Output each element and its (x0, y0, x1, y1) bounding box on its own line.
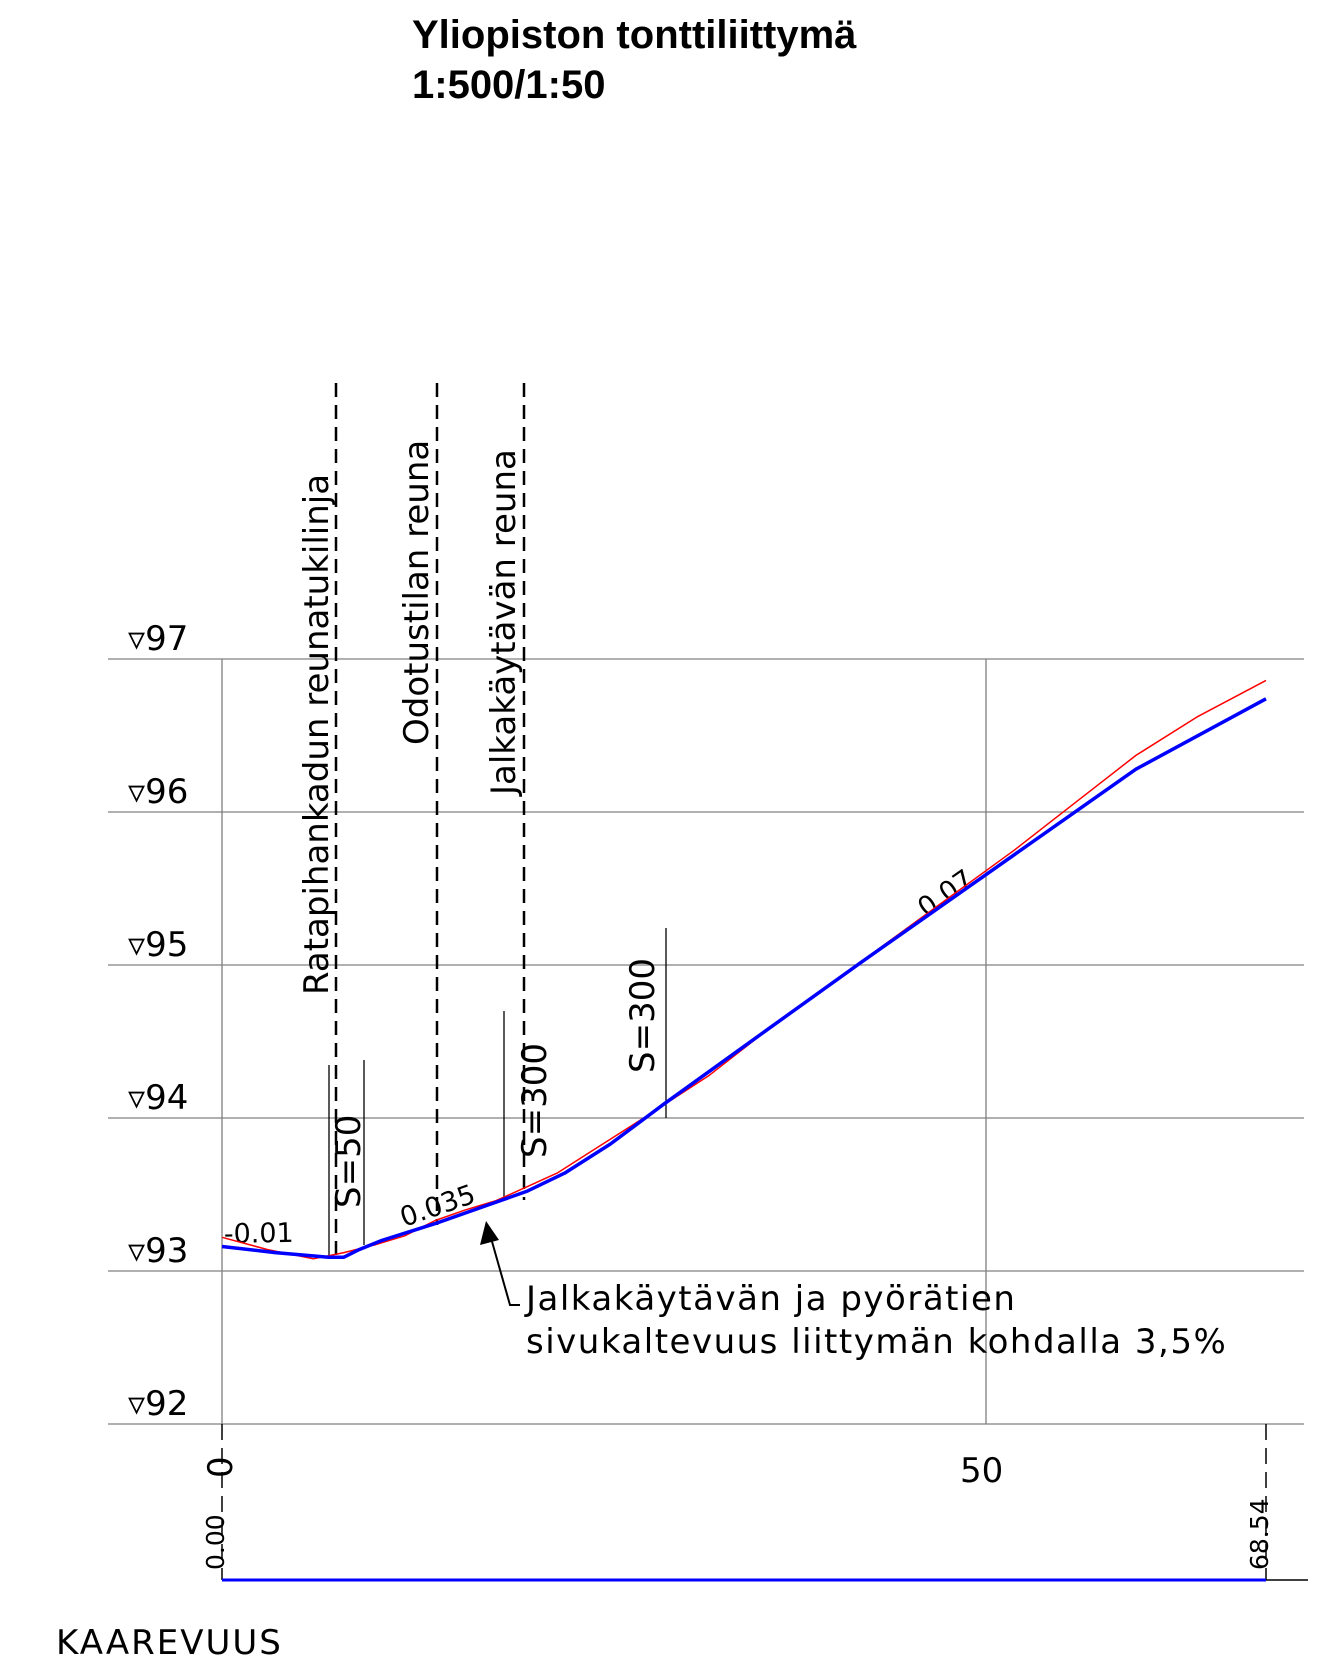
label-reunatukilinja: Ratapihankadun reunatukilinja (297, 474, 337, 995)
alignment-lines (334, 383, 526, 1258)
annotation-leader (480, 1221, 520, 1306)
station-label-0: 0 (201, 1456, 241, 1478)
elevation-label-93: ▿93 (128, 1231, 188, 1271)
elevation-label-96: ▿96 (128, 772, 188, 812)
leader-arrowhead (480, 1221, 499, 1245)
drawing-scale: 1:500/1:50 (412, 63, 606, 107)
station-axis (221, 1424, 1308, 1581)
curve-label-s50: S=50 (329, 1115, 369, 1208)
elevation-label-97: ▿97 (128, 619, 188, 659)
curve-markers (328, 928, 667, 1258)
slope-label-minus001: -0.01 (224, 1218, 294, 1250)
curvature-label: KAAREVUUS (56, 1623, 283, 1662)
station-label-end: 68.54 (1245, 1498, 1274, 1570)
curve-label-s300b: S=300 (623, 958, 663, 1073)
profile-series (221, 679, 1267, 1260)
title-block: Yliopiston tonttiliittymä 1:500/1:50 (412, 10, 856, 110)
elevation-label-94: ▿94 (128, 1078, 188, 1118)
elevation-labels: ▿97 ▿96 ▿95 ▿94 ▿93 ▿92 (128, 619, 188, 1424)
leader-line (490, 1237, 520, 1306)
drawing-title: Yliopiston tonttiliittymä (412, 13, 857, 57)
annotation-line-2: sivukaltevuus liittymän kohdalla 3,5% (526, 1322, 1227, 1362)
elevation-label-95: ▿95 (128, 925, 188, 965)
design-profile-line (221, 697, 1267, 1259)
curve-label-s300a: S=300 (515, 1043, 555, 1158)
elevation-grid (108, 658, 1304, 1425)
station-label-start: 0.00 (201, 1514, 230, 1570)
ground-profile-line (221, 679, 1267, 1260)
label-jalkakaytavan-reuna: Jalkakäytävän reuna (484, 449, 524, 797)
annotation-line-1: Jalkakäytävän ja pyörätien (524, 1279, 1016, 1319)
elevation-label-92: ▿92 (128, 1384, 188, 1424)
label-odotustilan-reuna: Odotustilan reuna (397, 440, 437, 745)
slope-label-007: 0.07 (912, 864, 979, 924)
station-label-50: 50 (960, 1451, 1003, 1491)
